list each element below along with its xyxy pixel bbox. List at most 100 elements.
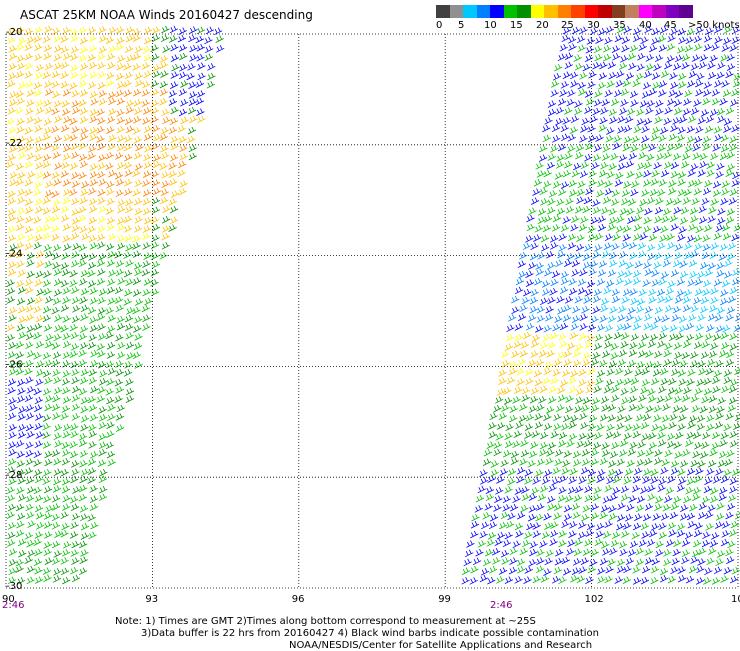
wind-barb xyxy=(35,379,43,386)
wind-barb xyxy=(663,208,671,215)
wind-barb xyxy=(43,161,51,168)
wind-barb xyxy=(697,415,705,422)
wind-barb xyxy=(181,117,189,124)
wind-barb xyxy=(671,460,679,467)
wind-barb xyxy=(688,369,696,376)
wind-barb xyxy=(70,54,78,61)
wind-barb xyxy=(124,252,132,259)
wind-barb xyxy=(655,117,663,124)
wind-barb xyxy=(117,235,125,242)
wind-barb xyxy=(702,396,710,403)
wind-barb xyxy=(718,397,726,404)
wind-barb xyxy=(659,278,667,285)
wind-barb xyxy=(647,539,655,546)
wind-barb xyxy=(665,107,673,114)
wind-barb xyxy=(679,116,687,123)
wind-barb xyxy=(548,297,556,304)
wind-barb xyxy=(98,163,106,170)
wind-barb xyxy=(689,566,697,573)
wind-barb xyxy=(610,153,618,160)
wind-barb xyxy=(547,503,555,510)
wind-barb xyxy=(653,513,661,520)
wind-barb xyxy=(63,89,71,96)
wind-barb xyxy=(543,181,551,188)
wind-barb xyxy=(465,550,473,557)
wind-barb xyxy=(602,442,610,449)
wind-barb xyxy=(196,98,204,105)
wind-barb xyxy=(706,116,714,123)
wind-barb xyxy=(62,486,70,493)
wind-barb xyxy=(34,242,42,249)
wind-barb xyxy=(674,100,682,107)
wind-barb xyxy=(169,171,177,178)
longitude-label: 99 xyxy=(438,594,451,605)
wind-barb xyxy=(655,207,663,214)
wind-barb xyxy=(681,161,689,168)
wind-barb xyxy=(608,270,616,277)
wind-barb xyxy=(587,334,595,341)
wind-barb xyxy=(622,190,630,197)
wind-barb xyxy=(71,522,79,529)
wind-barb xyxy=(576,197,584,204)
wind-barb xyxy=(71,287,79,294)
wind-barb xyxy=(612,243,620,250)
wind-barb xyxy=(635,369,643,376)
wind-barb xyxy=(91,98,99,105)
wind-barb xyxy=(573,163,581,170)
wind-barb xyxy=(660,26,668,33)
wind-barb xyxy=(511,351,519,358)
wind-barb xyxy=(733,80,740,87)
wind-barb xyxy=(708,314,716,321)
wind-barb xyxy=(597,424,605,431)
wind-barb xyxy=(628,53,636,60)
wind-barb xyxy=(734,224,740,231)
wind-barb xyxy=(682,395,690,402)
wind-barb xyxy=(483,559,491,566)
wind-barb xyxy=(125,315,133,322)
wind-barb xyxy=(558,98,566,105)
wind-barb xyxy=(98,53,106,60)
wind-barb xyxy=(207,81,215,88)
wind-barb xyxy=(556,161,564,168)
wind-barb xyxy=(730,333,738,340)
wind-barb xyxy=(35,495,43,502)
wind-barb xyxy=(52,71,60,78)
wind-barb xyxy=(660,368,668,375)
wind-barb xyxy=(608,559,616,566)
wind-barb xyxy=(81,415,89,422)
wind-barb xyxy=(26,305,34,312)
wind-barb xyxy=(722,80,730,87)
wind-barb xyxy=(579,333,587,340)
wind-barb xyxy=(551,279,559,286)
wind-barb xyxy=(619,350,627,357)
wind-barb xyxy=(476,495,484,502)
wind-barb xyxy=(17,451,25,458)
wind-barb xyxy=(43,423,51,430)
wind-barb xyxy=(36,369,44,376)
wind-barb xyxy=(18,306,26,313)
wind-barb xyxy=(160,71,168,78)
wind-barb xyxy=(637,404,645,411)
wind-barb xyxy=(205,37,213,44)
wind-barb xyxy=(661,170,669,177)
wind-barb xyxy=(16,504,24,511)
wind-barb xyxy=(602,548,610,555)
wind-barb xyxy=(9,127,17,134)
wind-barb xyxy=(62,253,70,260)
wind-barb xyxy=(45,26,53,33)
wind-barb xyxy=(560,323,568,330)
wind-barb xyxy=(502,360,510,367)
wind-barb xyxy=(98,154,106,161)
wind-barb xyxy=(620,440,628,447)
wind-barb xyxy=(62,108,70,115)
wind-barb xyxy=(596,378,604,385)
wind-barb xyxy=(532,335,540,342)
wind-barb xyxy=(565,153,573,160)
wind-barb xyxy=(16,559,24,566)
wind-barb xyxy=(79,433,87,440)
wind-barb xyxy=(133,289,141,296)
wind-barb xyxy=(106,378,114,385)
wind-barb xyxy=(582,118,590,125)
wind-barb xyxy=(160,81,168,88)
wind-barb xyxy=(673,63,681,70)
